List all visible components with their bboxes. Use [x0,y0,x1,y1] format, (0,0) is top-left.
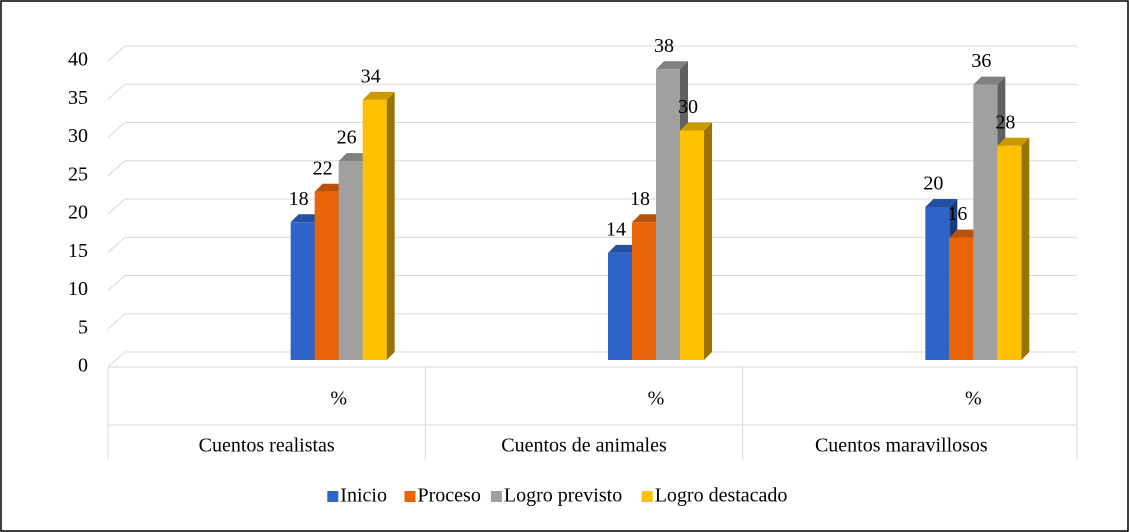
bar [680,122,712,360]
bar-front [338,161,363,360]
value-label: 14 [606,218,626,240]
bar-front [680,130,704,360]
bar-front [925,207,950,360]
y-tick-label: 20 [68,202,88,224]
bar-top [656,61,688,70]
value-label: 20 [923,173,943,195]
grid-line-side [107,45,126,62]
subcategory-label: % [965,388,982,410]
value-label: 34 [361,65,381,87]
bar-top [680,122,712,131]
value-label: 26 [337,127,357,149]
y-tick-label: 30 [68,125,88,147]
y-tick-label: 0 [78,355,88,377]
value-label: 18 [630,188,650,210]
bar [997,137,1030,360]
bar-front [949,237,974,360]
y-tick-label: 40 [68,49,88,71]
subcategory-label: % [648,388,665,410]
bar-front [997,145,1022,360]
bar [362,91,395,361]
value-label: 22 [313,157,333,179]
bar-top [362,91,395,100]
legend-label: Logro destacado [655,485,788,507]
bar-front [973,84,998,360]
value-label: 16 [947,203,967,225]
bar-front [314,191,339,360]
grid-line-side [107,275,126,291]
value-label: 36 [971,50,991,72]
grid-line-side [107,313,126,330]
bar-front [362,99,387,361]
value-label: 18 [289,188,309,210]
y-tick-label: 15 [68,240,88,262]
y-tick-label: 10 [68,278,88,300]
legend-label: Inicio [340,485,387,507]
grid-line-side [107,160,126,177]
bar-side [1021,137,1030,360]
legend-swatch [404,491,416,502]
legend-swatch [327,491,339,502]
value-label: 30 [678,96,698,118]
grid-line-side [107,351,126,368]
bar-front [656,69,680,361]
bar-front [608,252,632,360]
y-tick-label: 25 [68,163,88,185]
category-label: Cuentos realistas [199,435,335,457]
subcategory-label: % [330,388,347,410]
y-tick-label: 5 [78,316,88,338]
bar-side [386,91,395,361]
y-tick-label: 35 [68,87,88,109]
legend-label: Proceso [418,485,481,507]
bar-side [704,122,712,360]
grid-line-side [107,83,126,100]
value-label: 38 [654,35,674,57]
bar-front [290,222,315,360]
grid-line-side [107,236,126,253]
bar-top [925,199,958,207]
bar-top [973,76,1006,85]
category-label: Cuentos maravillosos [815,435,988,457]
bar-top [997,137,1030,146]
legend-swatch [490,491,502,502]
grid-line-side [107,198,126,215]
grid-line-side [107,122,126,138]
category-label: Cuentos de animales [501,435,667,457]
value-label: 28 [995,111,1015,133]
legend-swatch [641,491,653,502]
bar-front [632,222,656,360]
legend-label: Logro previsto [504,485,622,507]
